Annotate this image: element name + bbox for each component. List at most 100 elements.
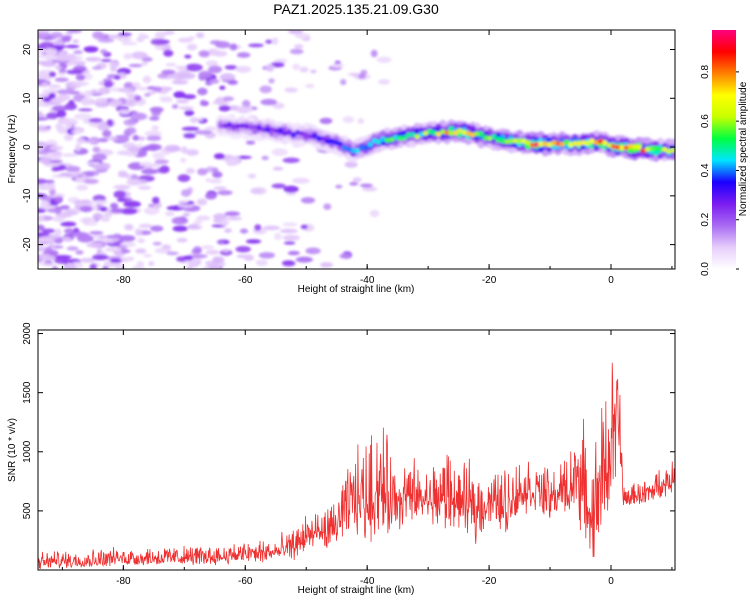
heatmap-noise-cell — [46, 208, 62, 213]
snr-frame — [37, 329, 676, 571]
heatmap-noise-cell — [152, 152, 166, 160]
heatmap-ridge-cell — [406, 132, 412, 138]
heatmap-noise-cell — [194, 130, 213, 135]
heatmap-noise-cell — [145, 143, 162, 151]
heatmap-noise-cell — [226, 216, 243, 221]
heatmap-noise-cell — [73, 200, 88, 204]
heatmap-noise-cell — [157, 73, 169, 78]
heatmap-ridge-cell — [474, 131, 480, 137]
heatmap-noise-cell — [63, 133, 74, 141]
heatmap-noise-cell — [38, 141, 48, 149]
heatmap-ridge-cell — [645, 146, 651, 152]
heatmap-ridge-cell — [290, 132, 296, 138]
heatmap-y-tick-label: 0 — [22, 144, 33, 150]
heatmap-noise-cell — [128, 63, 143, 68]
heatmap-noise-cell — [344, 161, 358, 168]
heatmap-ridge-cell — [380, 136, 386, 142]
heatmap-noise-cell — [213, 213, 228, 221]
heatmap-noise-cell — [38, 78, 47, 83]
heatmap-ridge-cell — [555, 141, 561, 147]
heatmap-noise-cell — [48, 71, 56, 78]
heatmap-noise-cell — [154, 31, 166, 40]
heatmap-noise-cell — [261, 155, 269, 161]
heatmap-noise-cell — [299, 66, 309, 73]
heatmap-noise-cell — [295, 33, 311, 39]
heatmap-ridge-cell — [495, 137, 501, 143]
heatmap-noise-cell — [88, 90, 104, 94]
heatmap-y-tick-label: -20 — [22, 237, 33, 252]
heatmap-noise-cell — [292, 63, 301, 71]
heatmap-noise-cell — [54, 257, 71, 264]
heatmap-noise-cell — [265, 39, 273, 44]
heatmap-ridge-cell — [576, 141, 582, 147]
heatmap-noise-cell — [180, 157, 187, 163]
heatmap-noise-cell — [185, 149, 199, 156]
heatmap-noise-cell — [213, 186, 227, 190]
heatmap-ridge-cell — [517, 138, 523, 144]
heatmap-noise-cell — [185, 168, 195, 174]
heatmap-ridge-cell — [316, 135, 322, 142]
heatmap-noise-cell — [118, 87, 133, 93]
colorbar-tick-label: 0.8 — [700, 64, 711, 78]
heatmap-noise-cell — [360, 69, 368, 75]
heatmap-noise-cell — [362, 186, 377, 192]
heatmap-ridge-cell — [559, 141, 565, 147]
heatmap-ridge-cell — [359, 144, 365, 150]
heatmap-noise-cell — [128, 146, 140, 153]
heatmap-noise-cell — [209, 178, 222, 184]
heatmap-noise-cell — [215, 41, 231, 49]
snr-x-ticks: -80 -60 -40 -20 0 — [61, 330, 673, 587]
heatmap-noise-cell — [103, 80, 114, 88]
heatmap-noise-cell — [152, 241, 162, 246]
heatmap-noise-cell — [85, 161, 101, 165]
heatmap-ridge-cell — [508, 138, 514, 144]
heatmap-ridge-cell — [295, 129, 301, 135]
heatmap-noise-cell — [272, 37, 279, 45]
heatmap-noise-cell — [117, 32, 132, 37]
heatmap-noise-cell — [98, 137, 109, 143]
heatmap-noise-cell — [121, 249, 131, 253]
heatmap-noise-cell — [116, 134, 130, 143]
heatmap-ridge-cell — [470, 132, 476, 138]
heatmap-noise-cell — [198, 50, 210, 58]
heatmap-y-tick-label: 20 — [22, 44, 33, 56]
heatmap-noise-cell — [118, 109, 131, 115]
heatmap-noise-cell — [212, 171, 223, 178]
heatmap-ridge-cell — [670, 147, 675, 153]
heatmap-noise-cell — [176, 99, 190, 104]
heatmap-noise-cell — [40, 200, 48, 209]
heatmap-noise-cell — [178, 200, 189, 204]
heatmap-noise-cell — [123, 119, 137, 126]
heatmap-noise-cell — [305, 247, 321, 255]
heatmap-ridge-cell — [640, 148, 646, 154]
heatmap-ridge-cell — [499, 138, 506, 144]
heatmap-noise-cell — [224, 65, 238, 70]
heatmap-noise-cell — [235, 246, 251, 253]
heatmap-noise-cell — [177, 72, 196, 80]
heatmap-noise-cell — [38, 158, 52, 163]
heatmap-noise-cell — [150, 225, 164, 232]
heatmap-ridge-cell — [444, 130, 450, 136]
heatmap-noise-cell — [86, 242, 103, 248]
heatmap-ridge-cell — [431, 130, 437, 136]
heatmap-ridge-cell — [346, 146, 352, 152]
heatmap-noise-cell — [177, 204, 194, 208]
heatmap-noise-cell — [83, 178, 99, 184]
heatmap-noise-cell — [38, 183, 52, 191]
heatmap-noise-cell — [166, 251, 179, 256]
heatmap-noise-cell — [95, 97, 108, 103]
heatmap-noise-cell — [149, 116, 160, 121]
heatmap-noise-cell — [64, 102, 77, 111]
heatmap-noise-cell — [38, 224, 45, 231]
heatmap-noise-cell — [148, 261, 155, 266]
heatmap-noise-cell — [123, 200, 141, 208]
heatmap-noise-cell — [131, 51, 148, 60]
heatmap-noise-cell — [349, 181, 359, 186]
heatmap-ridge-cell — [598, 138, 604, 144]
snr-x-tick-label: -40 — [360, 576, 375, 587]
heatmap-noise-cell — [38, 111, 43, 117]
heatmap-noise-cell — [97, 33, 107, 39]
heatmap-ridge-cell — [371, 138, 378, 144]
heatmap-noise-cell — [100, 49, 108, 54]
heatmap-noise-cell — [138, 33, 146, 38]
